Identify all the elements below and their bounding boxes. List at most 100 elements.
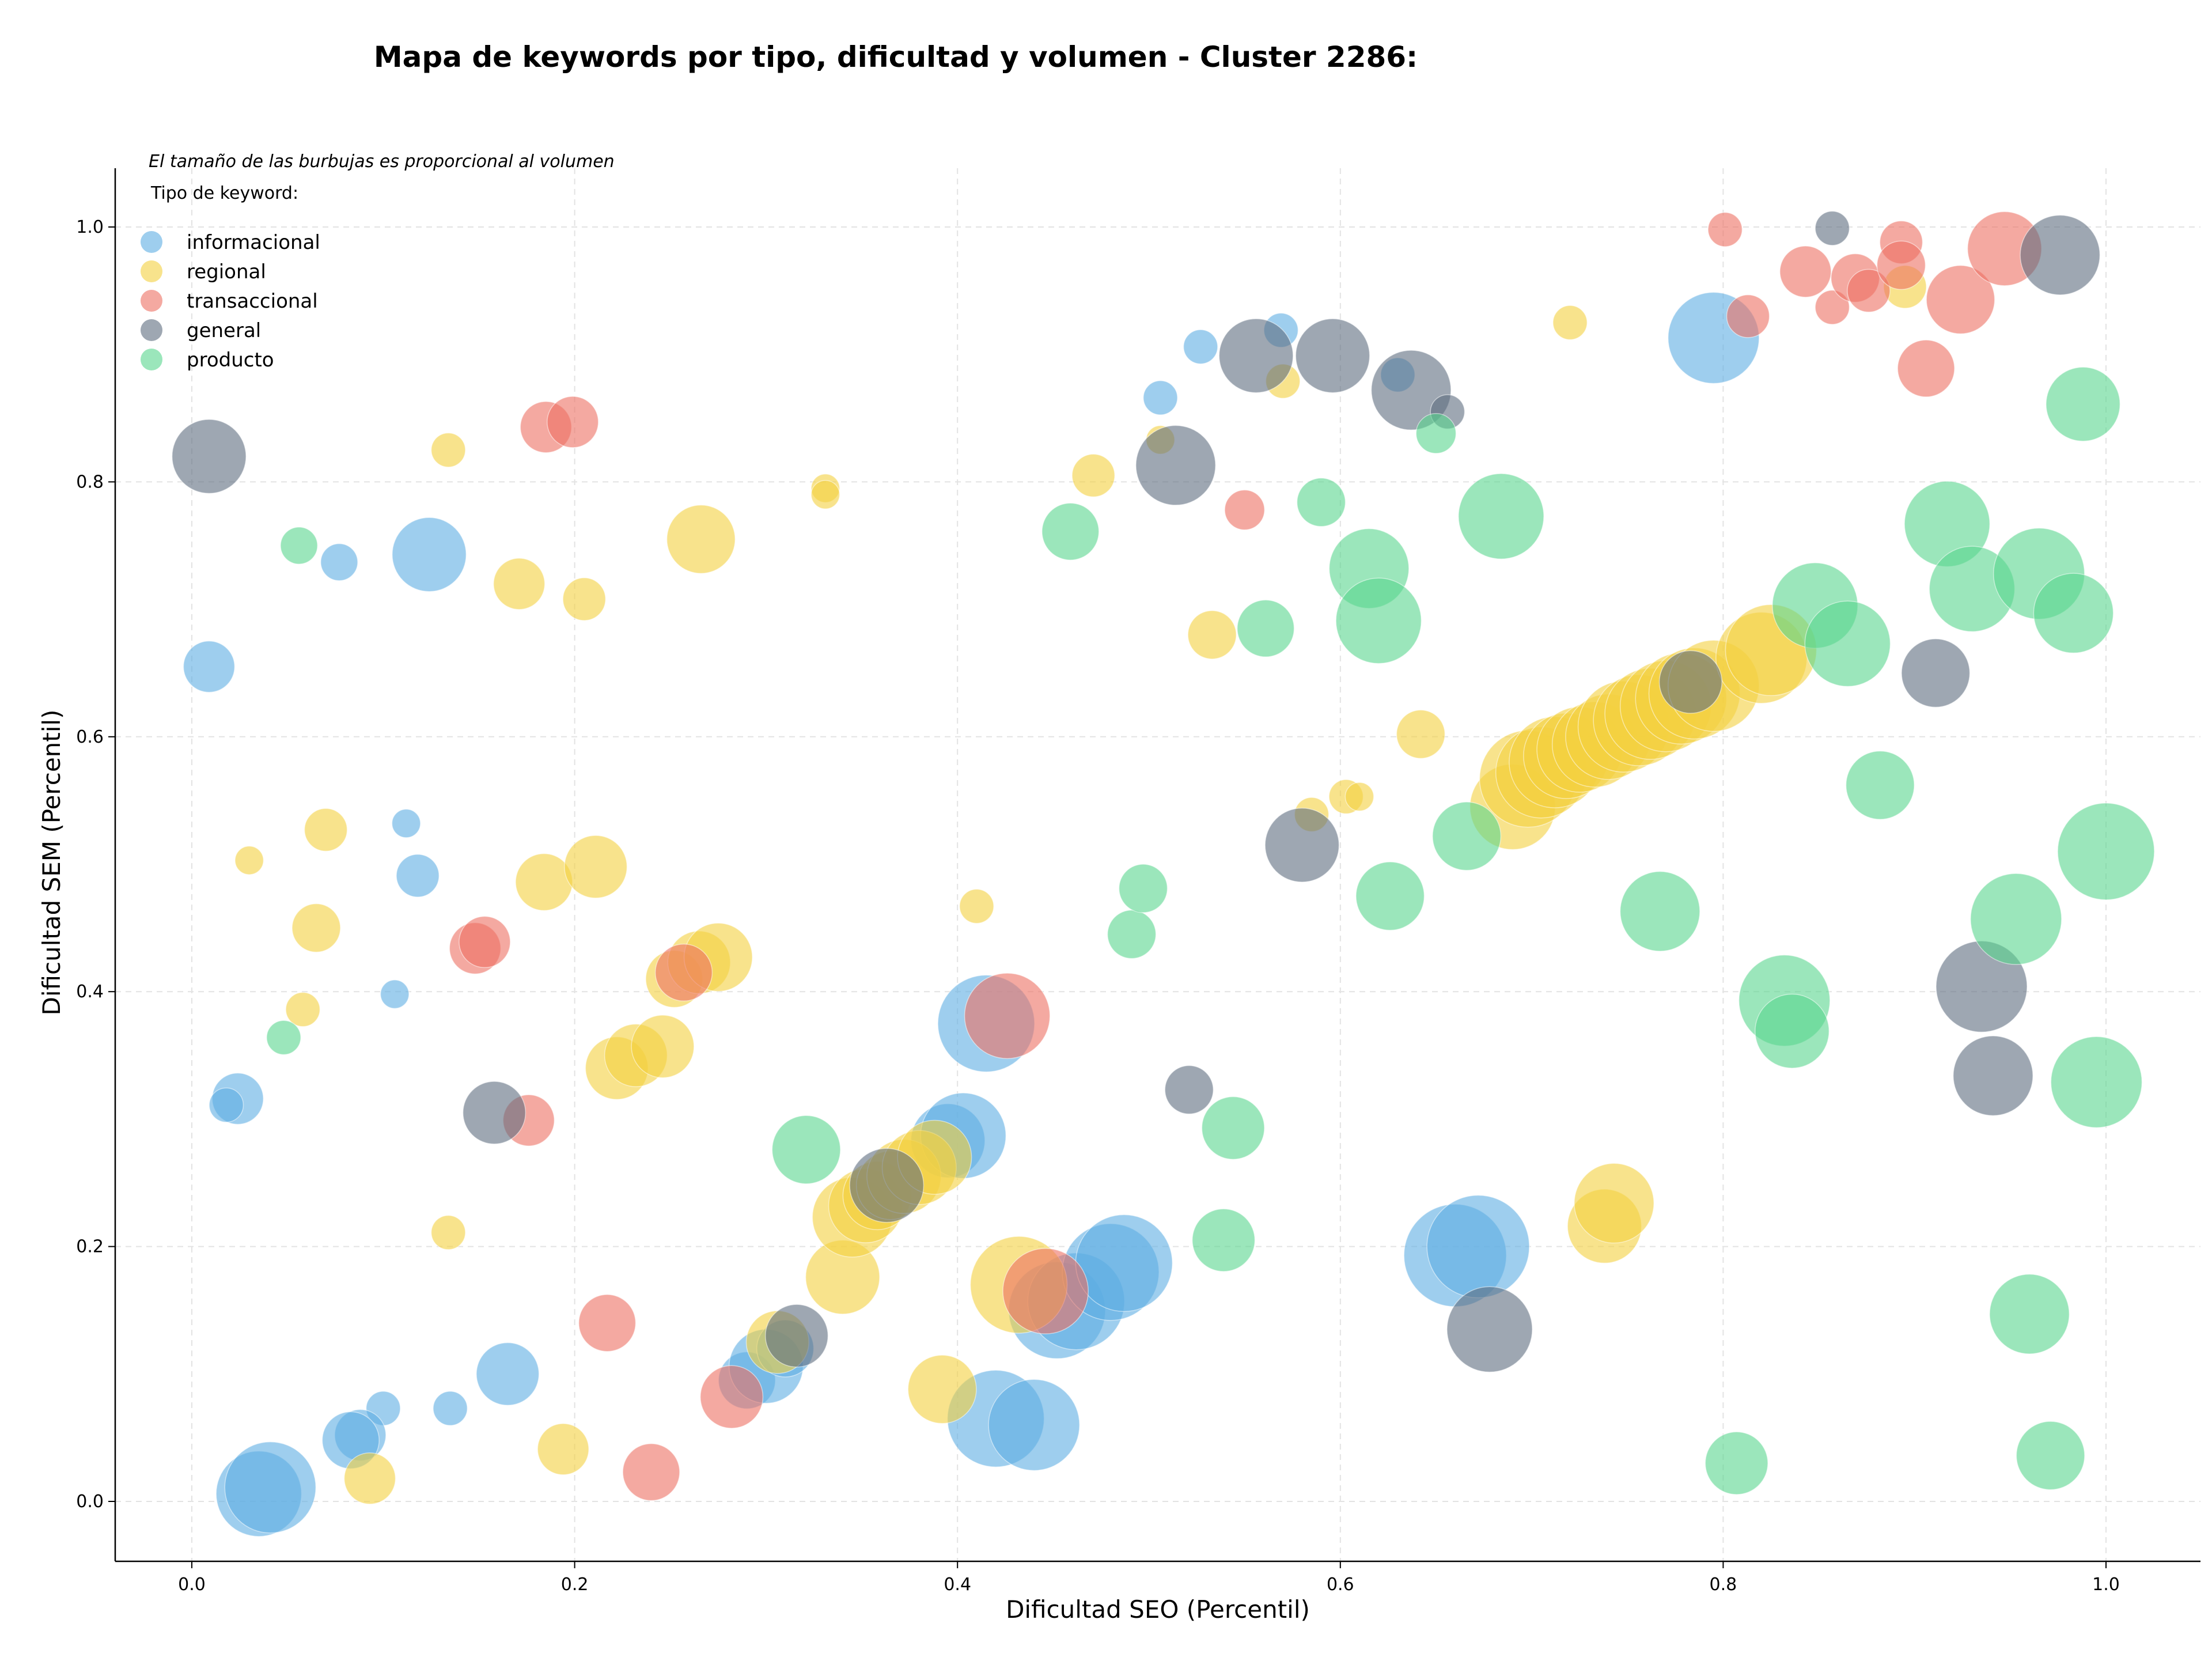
bubble-transaccional <box>699 1365 764 1429</box>
y-tick-label: 1.0 <box>76 217 104 237</box>
bubble-informacional <box>183 640 236 693</box>
bubble-informacional <box>392 517 467 592</box>
bubble-producto <box>2057 803 2155 901</box>
chart-title: Mapa de keywords por tipo, dificultad y … <box>374 40 1418 74</box>
y-tick-label: 0.8 <box>76 472 104 492</box>
bubble-informacional <box>1426 1194 1530 1299</box>
bubble-transaccional <box>1847 268 1891 313</box>
bubble-informacional <box>380 979 410 1009</box>
bubble-general <box>1164 1065 1214 1115</box>
bubble-regional <box>631 1015 695 1079</box>
bubble-regional <box>343 1452 396 1505</box>
bubble-general <box>1446 1286 1533 1373</box>
bubble-transaccional <box>654 943 713 1002</box>
x-axis-title: Dificultad SEO (Percentil) <box>1006 1595 1310 1624</box>
bubble-regional <box>1552 305 1588 340</box>
bubble-regional <box>285 992 321 1027</box>
bubble-regional <box>493 558 546 610</box>
bubble-informacional <box>209 1087 244 1123</box>
bubble-general <box>1815 210 1850 246</box>
bubble-transaccional <box>622 1443 680 1501</box>
bubble-informacional <box>1075 1214 1173 1312</box>
bubble-regional <box>291 903 341 953</box>
legend: informacional regional transaccional genera… <box>141 231 320 372</box>
bubble-regional <box>537 1423 589 1475</box>
bubble-producto <box>1355 861 1425 931</box>
bubble-transaccional <box>547 396 599 448</box>
legend-marker-informacional <box>141 231 162 253</box>
bubble-producto <box>1237 599 1295 657</box>
x-tick-label: 0.0 <box>178 1575 206 1595</box>
bubble-transaccional <box>1897 339 1955 398</box>
bubble-producto <box>1458 473 1544 559</box>
legend-label-regional: regional <box>187 260 266 283</box>
bubble-transaccional <box>1726 294 1770 338</box>
bubble-transaccional <box>1779 245 1832 298</box>
bubble-transaccional <box>1876 240 1926 290</box>
bubble-regional <box>564 835 628 899</box>
y-tick-label: 0.0 <box>76 1492 104 1512</box>
y-axis-title: Dificultad SEM (Percentil) <box>37 710 66 1016</box>
data-points <box>171 210 2155 1537</box>
y-tick-label: 0.6 <box>76 727 104 747</box>
bubble-regional <box>1071 453 1115 498</box>
bubble-regional <box>304 808 348 852</box>
bubble-producto <box>1432 801 1502 871</box>
legend-marker-general <box>141 319 162 341</box>
legend-title: Tipo de keyword: <box>150 183 298 203</box>
bubble-regional <box>562 577 607 621</box>
bubble-transaccional <box>459 915 511 968</box>
bubble-general <box>462 1081 527 1145</box>
legend-label-informacional: informacional <box>187 231 320 254</box>
bubble-producto <box>1705 1431 1768 1495</box>
bubble-regional <box>234 845 264 875</box>
bubble-general <box>849 1148 925 1223</box>
bubble-informacional <box>320 543 358 581</box>
bubble-producto <box>1989 1273 2070 1354</box>
bubble-producto <box>771 1115 841 1185</box>
bubble-transaccional <box>1815 289 1850 325</box>
bubble-informacional <box>391 808 421 838</box>
bubble-producto <box>1192 1208 1256 1272</box>
bubble-regional <box>430 432 466 468</box>
bubble-producto <box>1201 1096 1265 1160</box>
bubble-general <box>1135 425 1216 506</box>
bubble-general <box>1264 807 1340 883</box>
bubble-producto <box>1619 871 1700 952</box>
bubble-general <box>171 419 247 494</box>
x-tick-label: 0.4 <box>944 1575 971 1595</box>
bubble-regional <box>810 480 840 509</box>
bubble-producto <box>2050 1036 2143 1129</box>
bubble-general <box>1218 318 1294 394</box>
bubble-regional <box>1396 709 1446 759</box>
bubble-regional <box>959 888 994 924</box>
bubble-informacional <box>1183 329 1218 365</box>
volume-annotation: El tamaño de las burbujas es proporciona… <box>149 152 615 172</box>
bubble-general <box>1953 1035 2033 1117</box>
legend-marker-transaccional <box>141 290 162 312</box>
bubble-informacional <box>396 854 440 898</box>
bubble-regional <box>1574 1163 1654 1244</box>
bubble-producto <box>1755 993 1830 1069</box>
bubble-producto <box>1118 864 1168 913</box>
y-tick-label: 0.4 <box>76 982 104 1002</box>
bubble-producto <box>1041 502 1100 561</box>
bubble-producto <box>1804 600 1891 687</box>
legend-marker-regional <box>141 260 162 282</box>
x-tick-label: 0.8 <box>1710 1575 1737 1595</box>
bubble-producto <box>1107 909 1157 959</box>
bubble-regional <box>1344 782 1374 812</box>
axes <box>114 168 2200 1562</box>
bubble-transaccional <box>1224 489 1265 531</box>
legend-label-producto: producto <box>187 349 274 372</box>
bubble-informacional <box>433 1391 468 1426</box>
bubble-general <box>764 1304 829 1368</box>
bubble-regional <box>515 853 573 911</box>
bubble-regional <box>907 1354 977 1424</box>
bubble-producto <box>1335 577 1422 664</box>
legend-marker-producto <box>141 349 162 370</box>
x-tick-label: 1.0 <box>2092 1575 2120 1595</box>
bubble-informacional <box>1143 380 1178 415</box>
y-tick-label: 0.2 <box>76 1237 104 1257</box>
